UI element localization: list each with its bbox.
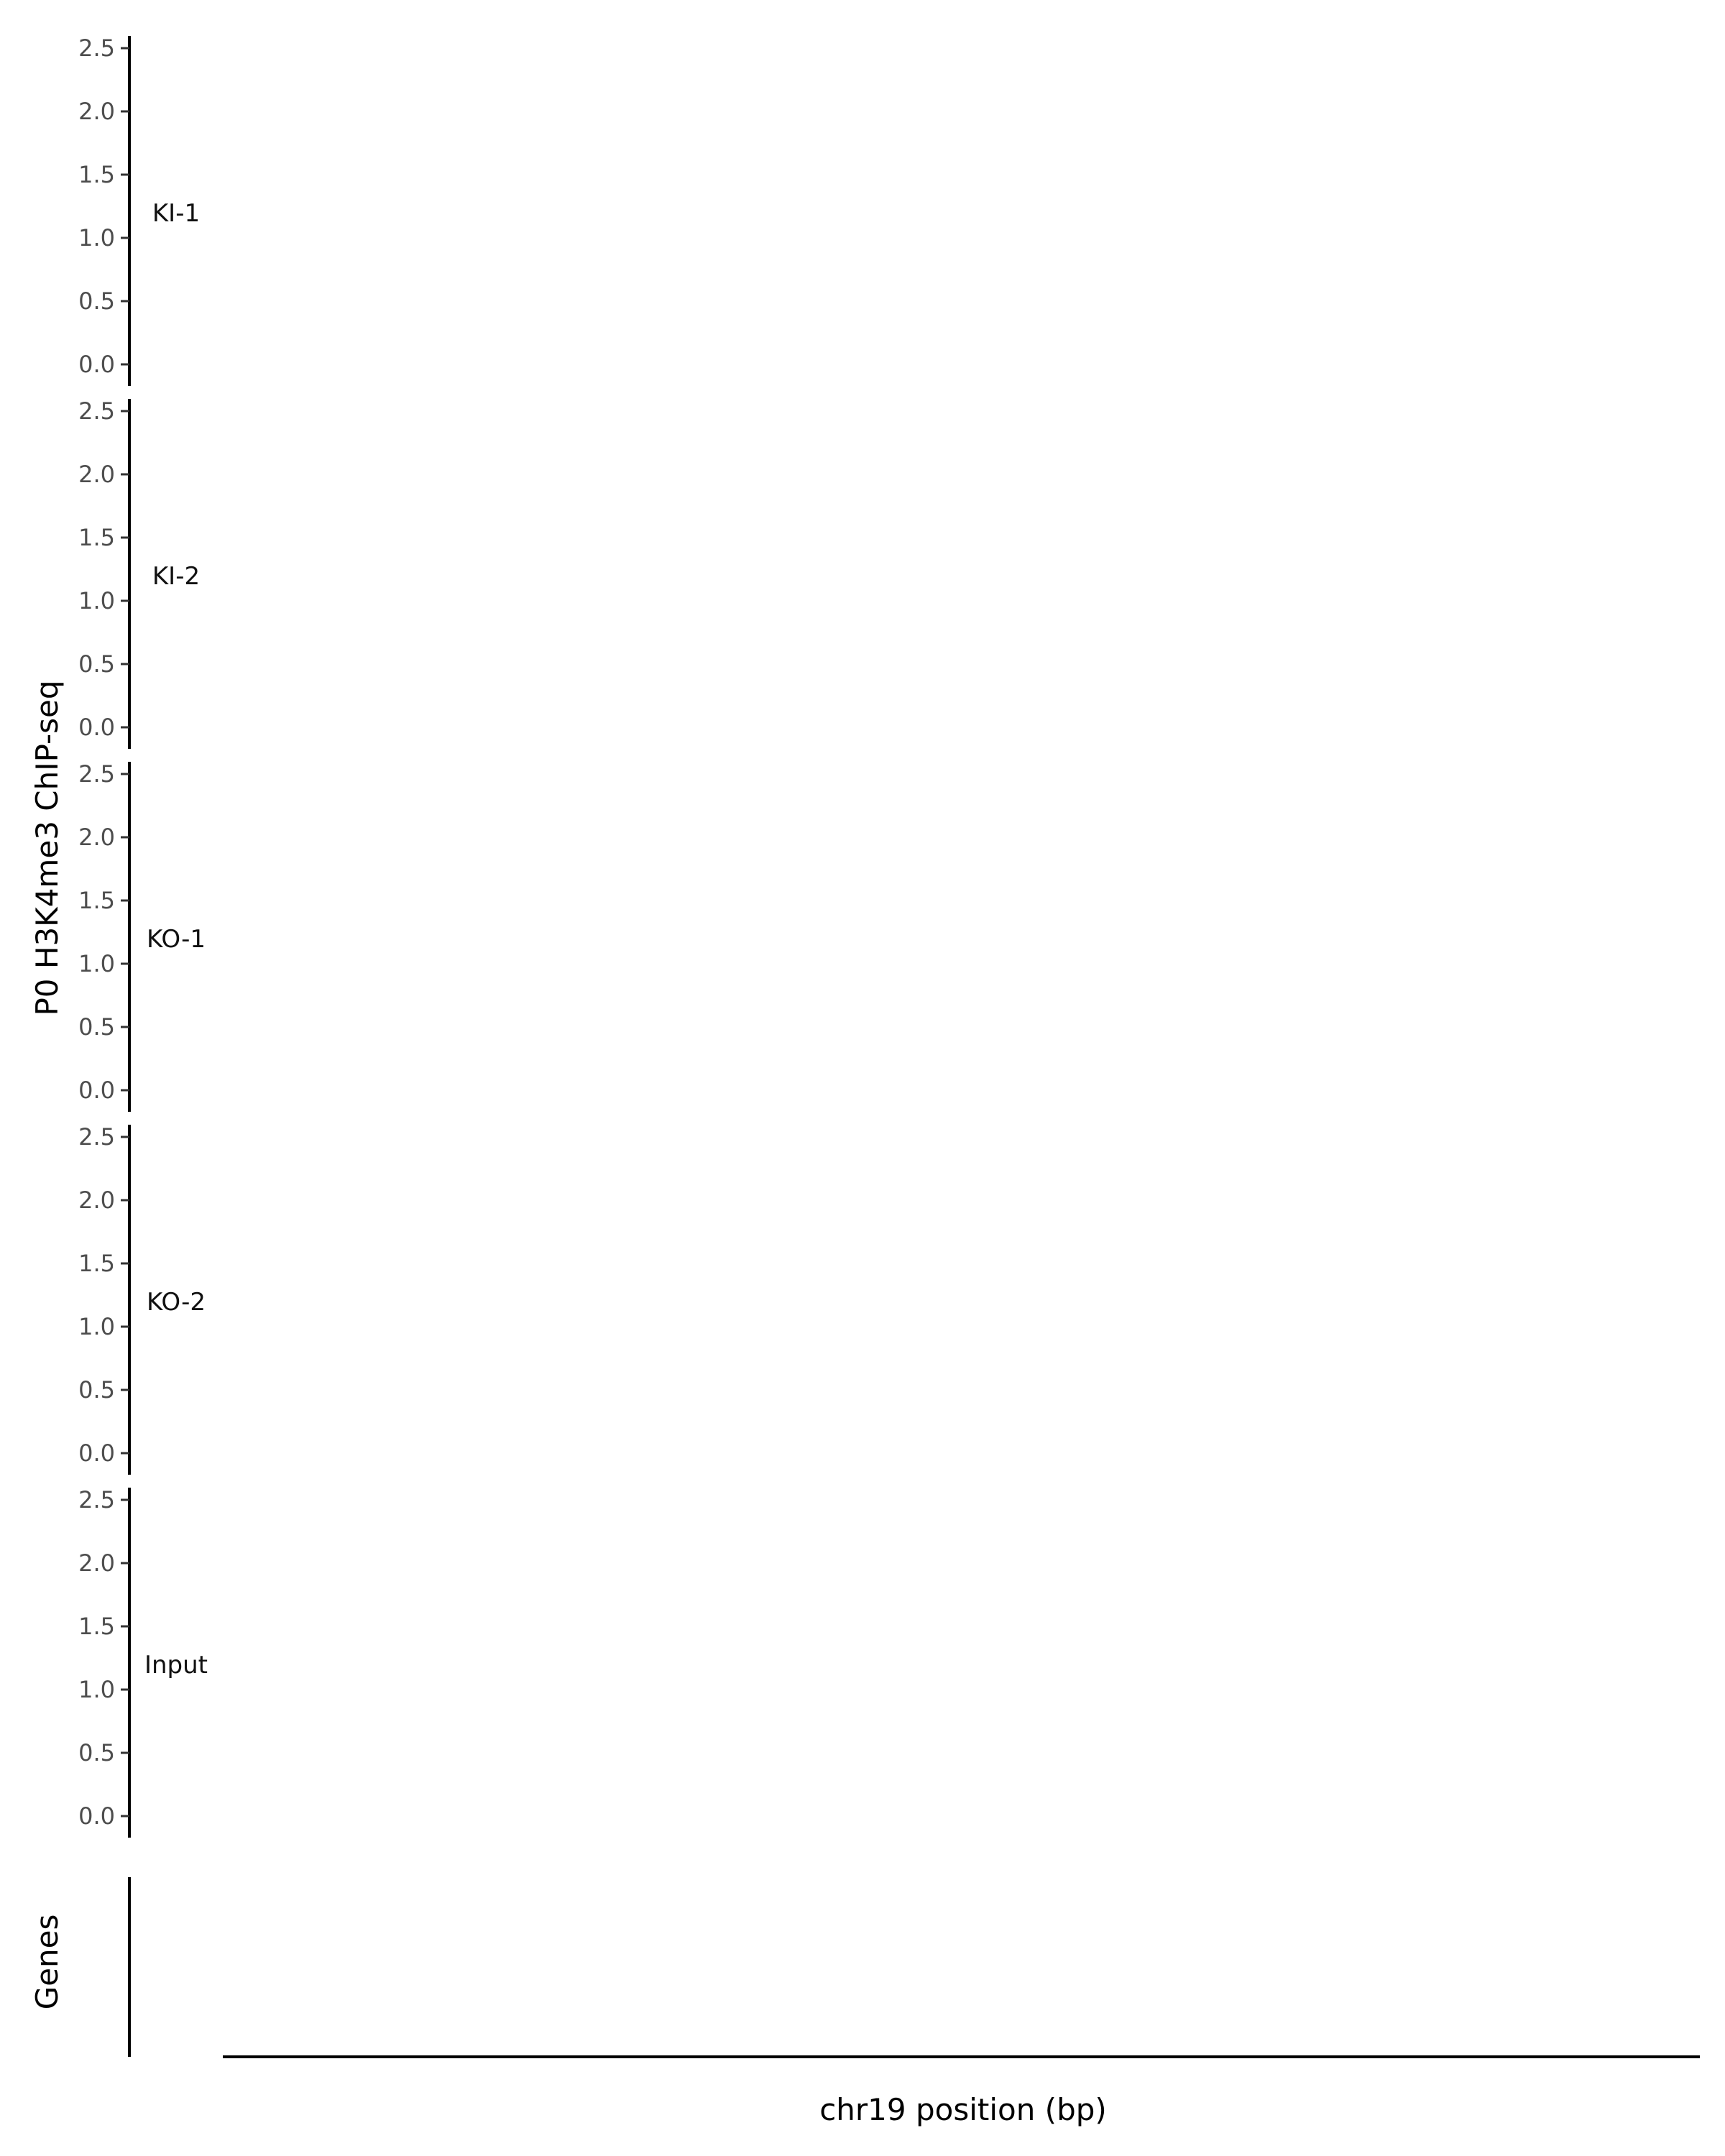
y-tick-label: 2.5: [78, 760, 115, 788]
y-tick-label: 1.5: [78, 524, 115, 551]
y-tick-label: 1.0: [78, 1676, 115, 1703]
y-tick-label: 1.5: [78, 161, 115, 188]
y-tick-label: 0.5: [78, 1013, 115, 1041]
y-tick-label: 2.5: [78, 34, 115, 62]
y-tick-label: 1.0: [78, 950, 115, 977]
track-label: KI-2: [152, 562, 200, 591]
y-tick-label: 0.0: [78, 714, 115, 741]
y-tick-label: 2.0: [78, 1549, 115, 1577]
y-tick-label: 0.5: [78, 650, 115, 678]
y-tick-label: 2.0: [78, 98, 115, 125]
x-axis-title: chr19 position (bp): [819, 2092, 1107, 2127]
y-tick-label: 0.0: [78, 1439, 115, 1467]
track-ki-1: 0.0 0.5 1.0 1.5 2.0 2.5 KI-1: [78, 34, 200, 386]
y-axis-title: P0 H3K4me3 ChIP-seq: [29, 680, 65, 1015]
signal-tracks: 0.0 0.5 1.0 1.5 2.0 2.5 KI-1 0.0 0.5 1.0 1.5 2.0 2.5…: [78, 34, 208, 1838]
track-ko-1: 0.0 0.5 1.0 1.5 2.0 2.5 KO-1: [78, 760, 206, 1112]
y-tick-label: 2.0: [78, 461, 115, 488]
track-ko-2: 0.0 0.5 1.0 1.5 2.0 2.5 KO-2: [78, 1123, 206, 1475]
track-ki-2: 0.0 0.5 1.0 1.5 2.0 2.5 KI-2: [78, 397, 200, 749]
track-label: KI-1: [152, 199, 200, 228]
x-axis: 54042500540450005404750054050000: [223, 2055, 1700, 2058]
y-tick-label: 1.0: [78, 1313, 115, 1340]
y-tick-label: 1.5: [78, 887, 115, 914]
y-tick-label: 0.5: [78, 1739, 115, 1766]
y-tick-label: 2.0: [78, 824, 115, 851]
track-label: KO-2: [147, 1288, 206, 1317]
gene-track: ××Adra2a: [128, 1877, 131, 2057]
y-tick-label: 2.5: [78, 397, 115, 425]
track-label: Input: [144, 1651, 208, 1680]
genes-axis-title: Genes: [29, 1915, 65, 2010]
y-tick-label: 0.0: [78, 1077, 115, 1104]
y-tick-label: 1.5: [78, 1613, 115, 1640]
y-tick-label: 0.5: [78, 287, 115, 315]
y-tick-label: 0.0: [78, 1802, 115, 1830]
y-tick-label: 1.0: [78, 224, 115, 252]
y-tick-label: 1.0: [78, 587, 115, 614]
y-tick-label: 2.5: [78, 1486, 115, 1514]
y-tick-label: 0.0: [78, 351, 115, 378]
y-tick-label: 0.5: [78, 1376, 115, 1404]
y-tick-label: 1.5: [78, 1250, 115, 1277]
y-tick-label: 2.5: [78, 1123, 115, 1151]
y-tick-label: 2.0: [78, 1187, 115, 1214]
track-label: KO-1: [147, 925, 206, 954]
track-input: 0.0 0.5 1.0 1.5 2.0 2.5 Input: [78, 1486, 208, 1838]
